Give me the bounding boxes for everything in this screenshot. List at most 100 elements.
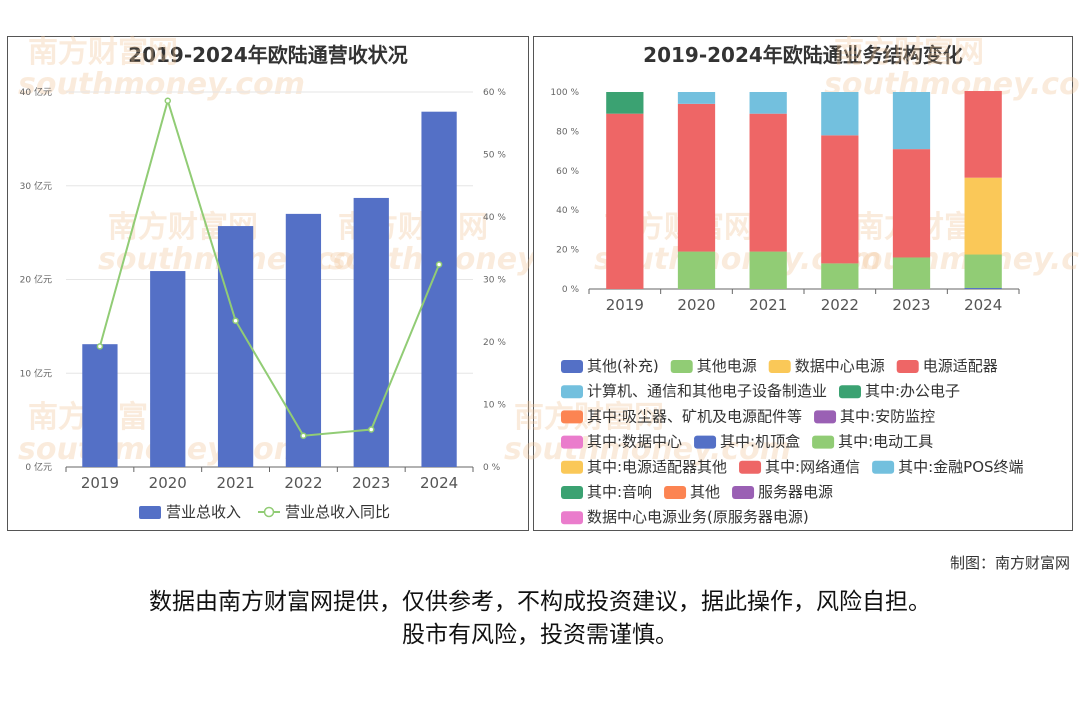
y-right-tick-label: 30 % <box>483 276 506 286</box>
legend-label: 电源适配器 <box>923 357 998 375</box>
legend-label: 计算机、通信和其他电子设备制造业 <box>587 382 827 400</box>
legend-label: 其中:数据中心 <box>587 433 682 451</box>
x-tick-label: 2023 <box>892 296 930 314</box>
growth-point <box>368 426 375 433</box>
growth-point <box>232 317 239 324</box>
x-tick-label: 2024 <box>964 296 1002 314</box>
legend-swatch <box>561 435 583 449</box>
legend-label: 其中:电动工具 <box>838 433 933 451</box>
disclaimer-line-1: 数据由南方财富网提供，仅供参考，不构成投资建议，据此操作，风险自担。 <box>149 589 931 615</box>
stack-segment <box>964 254 1002 289</box>
watermark-url: southmoney.com <box>18 67 305 102</box>
stack-segment <box>677 103 716 252</box>
x-tick-label: 2019 <box>81 474 119 492</box>
legend-swatch <box>814 410 837 424</box>
stack-segment <box>606 113 644 289</box>
stack-segment <box>821 263 859 289</box>
y-right-tick-label: 20 % <box>483 338 506 348</box>
stack-segment <box>821 92 859 136</box>
watermark-text: 南方财富网 <box>28 35 178 70</box>
x-tick-label: 2021 <box>749 296 787 314</box>
x-tick-label: 2021 <box>216 474 254 492</box>
legend-label: 其中:机顶盒 <box>720 433 800 451</box>
growth-line <box>98 97 441 437</box>
legend-swatch <box>872 460 895 474</box>
revenue-bar <box>217 226 254 467</box>
y-right-tick-label: 50 % <box>483 151 506 161</box>
revenue-chart-svg: 南方财富网southmoney.com南方财富网southmoney.com南方… <box>18 35 615 521</box>
y-tick-label: 100 % <box>550 88 579 98</box>
legend-swatch <box>561 410 583 424</box>
y-left-tick-label: 0 亿元 <box>25 461 52 473</box>
legend-swatch <box>812 435 835 449</box>
legend-label: 其中:金融POS终端 <box>898 458 1023 476</box>
stack-segment <box>964 91 1002 178</box>
legend-label: 其他(补充) <box>587 357 659 375</box>
legend-swatch <box>561 360 583 373</box>
x-tick-label: 2019 <box>606 296 644 314</box>
legend-swatch <box>561 486 583 499</box>
legend-label: 数据中心电源 <box>795 357 885 375</box>
legend-label: 其他电源 <box>697 357 757 375</box>
x-tick-label: 2022 <box>821 296 859 314</box>
structure-chart-panel: 2019-2024年欧陆通业务结构变化 南方财富网southmoney.com南… <box>504 35 1080 531</box>
y-right-tick-label: 10 % <box>483 401 506 411</box>
legend-label: 其中:网络通信 <box>765 458 860 476</box>
legend-swatch <box>670 360 693 373</box>
y-left-tick-label: 30 亿元 <box>20 180 52 192</box>
y-right-tick-label: 40 % <box>483 213 506 223</box>
legend-label: 其中:办公电子 <box>865 382 960 400</box>
revenue-bar <box>353 197 389 467</box>
y-tick-label: 0 % <box>562 285 580 295</box>
stack-segment <box>892 149 931 258</box>
legend-label: 其他 <box>690 483 720 501</box>
legend-swatch <box>561 460 583 474</box>
legend-label: 其中:音响 <box>587 483 652 501</box>
watermark-text: 南方财富网 <box>514 400 664 435</box>
legend-label: 服务器电源 <box>758 483 833 501</box>
x-tick-label: 2020 <box>677 296 715 314</box>
growth-point <box>435 261 443 268</box>
watermark-url: southmoney.com <box>844 242 1080 277</box>
legend-swatch <box>768 360 791 373</box>
disclaimer-line-2: 股市有风险，投资需谨慎。 <box>402 622 678 648</box>
x-tick-label: 2024 <box>420 474 458 492</box>
legend-swatch <box>896 360 919 373</box>
y-left-tick-label: 40 亿元 <box>20 86 52 98</box>
stack-segment <box>677 251 716 289</box>
y-tick-label: 40 % <box>556 206 579 216</box>
legend-swatch-growth-dot <box>263 506 275 518</box>
legend-label-growth: 营业总收入同比 <box>285 503 390 521</box>
legend-swatch <box>664 486 687 499</box>
structure-chart-title: 2019-2024年欧陆通业务结构变化 <box>643 43 963 67</box>
watermark-text: 南方财富网 <box>834 35 984 70</box>
structure-chart-svg: 南方财富网southmoney.com南方财富网southmoney.com南方… <box>504 35 1080 526</box>
y-tick-label: 80 % <box>556 127 579 137</box>
x-tick-label: 2022 <box>284 474 322 492</box>
revenue-bar <box>421 111 457 467</box>
legend-swatch <box>694 435 717 449</box>
revenue-bar <box>285 213 322 467</box>
legend-swatch <box>732 486 755 499</box>
legend-label-revenue: 营业总收入 <box>166 503 241 521</box>
revenue-bar <box>150 271 186 467</box>
chart-credit: 制图：南方财富网 <box>949 554 1070 572</box>
y-right-tick-label: 0 % <box>483 463 501 473</box>
y-tick-label: 60 % <box>556 167 579 177</box>
y-tick-label: 20 % <box>556 246 579 256</box>
x-tick-label: 2020 <box>149 474 187 492</box>
stack-segment <box>892 257 931 289</box>
legend-label: 数据中心电源业务(原服务器电源) <box>587 508 809 526</box>
growth-point <box>300 432 307 439</box>
revenue-chart-title: 2019-2024年欧陆通营收状况 <box>128 43 408 67</box>
growth-point <box>96 343 104 350</box>
stack-segment <box>821 135 859 264</box>
watermark-url: southmoney.com <box>824 67 1080 102</box>
stack-segment <box>964 288 1002 289</box>
stack-segment <box>606 92 644 114</box>
y-left-tick-label: 20 亿元 <box>20 274 52 286</box>
legend-swatch-revenue <box>139 506 161 519</box>
stack-segment <box>749 113 787 252</box>
legend-swatch <box>561 511 583 525</box>
legend-swatch <box>561 385 583 399</box>
